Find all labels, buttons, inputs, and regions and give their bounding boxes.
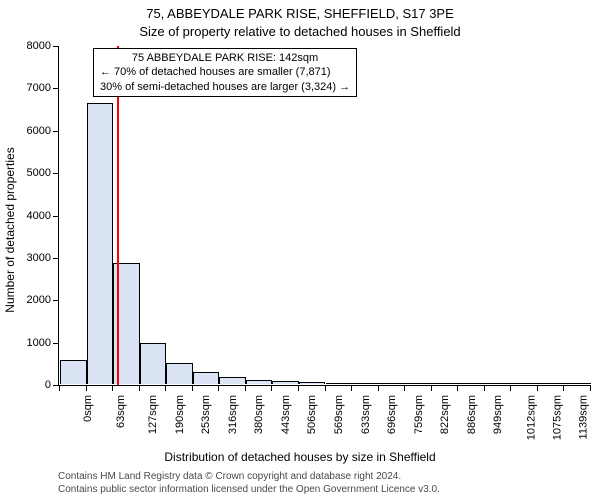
x-tick bbox=[431, 385, 432, 391]
x-tick-label: 127sqm bbox=[147, 395, 159, 434]
x-tick-label: 1139sqm bbox=[577, 395, 589, 439]
histogram-bar bbox=[219, 377, 246, 384]
histogram-bar bbox=[193, 372, 220, 384]
histogram-bar bbox=[511, 383, 538, 384]
histogram-bar bbox=[60, 360, 87, 384]
x-tick-label: 190sqm bbox=[174, 395, 186, 434]
y-tick-label: 6000 bbox=[27, 125, 59, 137]
annotation-box: 75 ABBEYDALE PARK RISE: 142sqm ← 70% of … bbox=[93, 48, 357, 97]
histogram-bar bbox=[87, 103, 114, 384]
y-tick-label: 4000 bbox=[27, 210, 59, 222]
histogram-bar bbox=[564, 383, 591, 384]
histogram-bar bbox=[246, 380, 273, 384]
credits-line: Contains HM Land Registry data © Crown c… bbox=[58, 470, 590, 483]
x-tick bbox=[192, 385, 193, 391]
x-tick bbox=[165, 385, 166, 391]
y-tick-label: 3000 bbox=[27, 252, 59, 264]
histogram-bar bbox=[458, 383, 485, 384]
x-tick bbox=[86, 385, 87, 391]
x-tick bbox=[510, 385, 511, 391]
x-axis-label: Distribution of detached houses by size … bbox=[0, 450, 600, 464]
x-tick-label: 949sqm bbox=[492, 395, 504, 434]
x-tick bbox=[378, 385, 379, 391]
x-tick bbox=[112, 385, 113, 391]
x-tick-label: 0sqm bbox=[82, 395, 94, 422]
x-tick-label: 316sqm bbox=[227, 395, 239, 434]
histogram-bar bbox=[405, 383, 432, 384]
x-tick bbox=[484, 385, 485, 391]
histogram-bar bbox=[140, 343, 167, 384]
x-tick bbox=[298, 385, 299, 391]
x-tick-label: 443sqm bbox=[280, 395, 292, 434]
y-tick-label: 7000 bbox=[27, 82, 59, 94]
y-tick-label: 8000 bbox=[27, 40, 59, 52]
x-tick bbox=[590, 385, 591, 391]
x-tick-label: 759sqm bbox=[413, 395, 425, 434]
histogram-bar bbox=[272, 381, 299, 384]
y-tick-label: 0 bbox=[45, 379, 59, 391]
histogram-bar bbox=[166, 363, 193, 384]
x-tick-label: 822sqm bbox=[439, 395, 451, 434]
x-tick bbox=[457, 385, 458, 391]
y-axis-label: Number of detached properties bbox=[3, 147, 17, 312]
x-tick bbox=[218, 385, 219, 391]
histogram-bar bbox=[379, 383, 406, 384]
y-tick-label: 2000 bbox=[27, 294, 59, 306]
y-tick-label: 5000 bbox=[27, 167, 59, 179]
annotation-line: ← 70% of detached houses are smaller (7,… bbox=[100, 65, 350, 79]
chart-subtitle: Size of property relative to detached ho… bbox=[0, 24, 600, 39]
credits-line: Contains public sector information licen… bbox=[58, 483, 590, 496]
x-tick bbox=[537, 385, 538, 391]
histogram-bar bbox=[299, 382, 326, 384]
x-tick bbox=[271, 385, 272, 391]
x-tick-label: 696sqm bbox=[386, 395, 398, 434]
plot-area: 75 ABBEYDALE PARK RISE: 142sqm ← 70% of … bbox=[58, 46, 590, 386]
annotation-line: 75 ABBEYDALE PARK RISE: 142sqm bbox=[100, 51, 350, 65]
x-tick bbox=[325, 385, 326, 391]
x-tick bbox=[563, 385, 564, 391]
x-tick-label: 380sqm bbox=[253, 395, 265, 434]
histogram-bar bbox=[538, 383, 565, 384]
x-tick-label: 569sqm bbox=[333, 395, 345, 434]
x-tick-label: 886sqm bbox=[466, 395, 478, 434]
x-tick-label: 63sqm bbox=[115, 395, 127, 428]
histogram-bar bbox=[432, 383, 459, 384]
chart-title: 75, ABBEYDALE PARK RISE, SHEFFIELD, S17 … bbox=[0, 6, 600, 21]
x-tick-label: 253sqm bbox=[200, 395, 212, 434]
histogram-bar bbox=[352, 383, 379, 384]
x-tick-label: 1075sqm bbox=[552, 395, 564, 440]
x-tick-label: 633sqm bbox=[360, 395, 372, 434]
histogram-bar bbox=[326, 383, 353, 384]
annotation-line: 30% of semi-detached houses are larger (… bbox=[100, 80, 350, 94]
x-tick bbox=[404, 385, 405, 391]
chart-container: 75, ABBEYDALE PARK RISE, SHEFFIELD, S17 … bbox=[0, 0, 600, 500]
x-tick bbox=[351, 385, 352, 391]
y-tick-label: 1000 bbox=[27, 337, 59, 349]
credits: Contains HM Land Registry data © Crown c… bbox=[58, 470, 590, 496]
x-tick bbox=[59, 385, 60, 391]
x-tick-label: 1012sqm bbox=[525, 395, 537, 440]
x-tick-label: 506sqm bbox=[307, 395, 319, 434]
histogram-bar bbox=[485, 383, 512, 384]
x-tick bbox=[245, 385, 246, 391]
x-tick bbox=[139, 385, 140, 391]
